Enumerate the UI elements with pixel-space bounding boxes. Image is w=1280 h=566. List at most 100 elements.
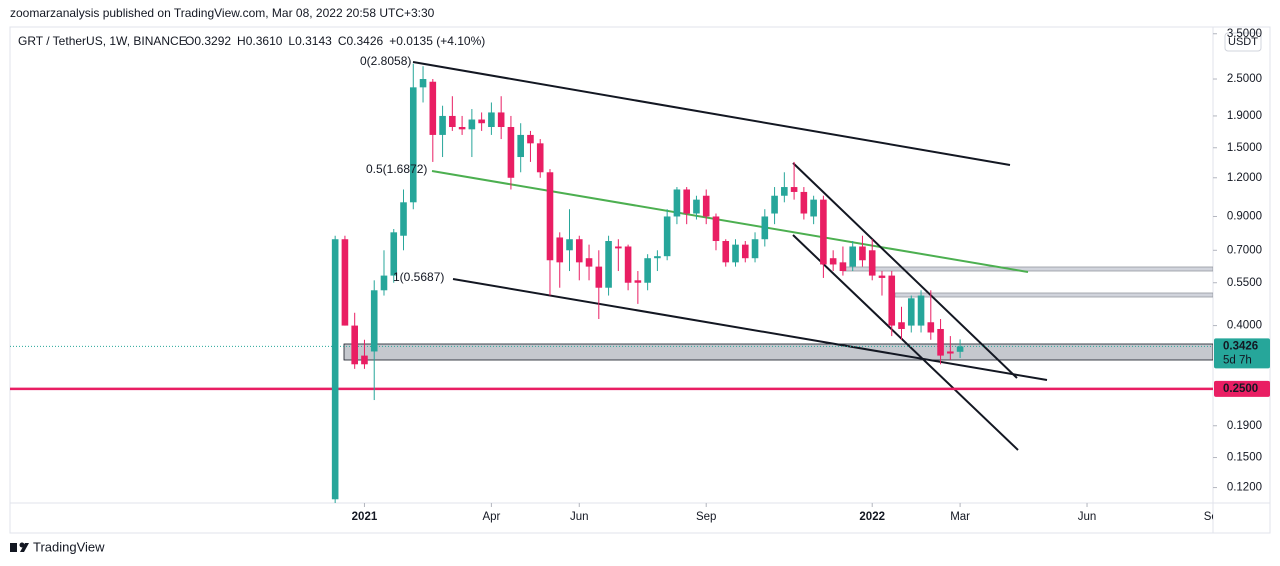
candle-body [361,355,368,365]
candle-body [790,187,798,192]
level-badge [1214,380,1270,397]
countdown: 5d 7h [1223,354,1252,366]
x-tick-label: Sep [1204,511,1224,523]
candle-body [575,239,583,263]
candle-body [390,232,398,276]
candle-body [683,189,690,214]
candle-body [380,275,388,291]
ohlc-value: O0.3292 [185,34,231,48]
y-tick-label: 1.2000 [1227,172,1262,184]
candle-body [497,112,505,128]
candle-body [409,87,417,203]
candle-body [917,295,925,326]
candle-body [927,322,935,333]
candle-body [947,351,954,354]
candle-body [546,172,554,261]
y-tick-label: 1.5000 [1227,142,1262,154]
candle-body [615,246,622,249]
trend-line [412,61,1011,166]
trend-line [452,278,1048,381]
last-price-badge [1214,338,1270,369]
candle-body [370,290,378,352]
x-tick-label: Apr [482,511,500,523]
candle-body [781,187,788,196]
x-tick-label: Jun [570,511,589,523]
ohlc-value: +0.0135 (+4.10%) [389,34,485,48]
candle-body [878,275,886,278]
candle-body [839,262,847,272]
fib-label: 0.5(1.6872) [366,162,427,176]
candle-body [439,115,446,135]
currency-badge [1224,32,1262,52]
candle-body [907,298,915,326]
candle-body [751,239,759,259]
candle-body [468,119,476,130]
y-tick-label: 0.5500 [1227,277,1262,289]
candle-body [556,237,564,263]
candle-body [956,346,964,352]
time-axis: 2021 Apr Jun Sep 2022 Mar Jun Sep [352,503,1224,523]
candle-body [351,325,358,365]
trend-line [792,234,1019,451]
candle-body [829,258,837,265]
logo [20,543,29,552]
candle-body [771,195,778,214]
x-tick-label: Jun [1078,511,1097,523]
fib-label: 0(2.8058) [360,54,411,68]
candle-body [888,275,896,326]
zone-box [842,266,1213,272]
symbol: GRT / TetherUS, 1W, BINANCE [18,34,187,48]
x-tick-label: 2021 [352,511,378,523]
candle-body [712,216,720,242]
candle-body [859,246,866,261]
candle-body [937,328,944,356]
candle-body [341,239,349,326]
ohlc-value: L0.3143 [288,34,332,48]
last-price-label: 0.3426 [1223,340,1258,352]
candle-body [527,134,534,144]
candle-body [693,199,700,214]
candle-body [810,199,817,217]
zone-box [894,292,1213,298]
candle-body [732,244,739,263]
candle-body [722,241,730,263]
candle-body [868,250,876,276]
zone-box [343,343,1213,361]
candle-body [595,266,603,288]
y-tick-label: 0.1200 [1227,482,1262,494]
candle-body [741,244,749,259]
x-tick-label: 2022 [859,511,885,523]
candle-body [663,216,671,257]
footer: TradingView [10,539,105,554]
candle-body [400,202,407,236]
y-tick-label: 0.9000 [1227,211,1262,223]
candle-body [566,239,573,251]
candle-body [673,189,681,217]
candle-body [800,191,808,214]
byline: zoomarzanalysis published on TradingView… [10,6,435,20]
candle-body [654,256,661,259]
x-tick-label: Mar [950,511,970,523]
y-tick-label: 0.1900 [1227,420,1262,432]
fib-label: 1(0.5687) [393,270,444,284]
currency: USDT [1228,36,1258,48]
candle-body [702,195,710,217]
plot: 0(2.8058) 0.5(1.6872) 1(0.5687) [10,54,1213,503]
candle-body [419,79,427,88]
frame [9,26,1271,534]
candle-body [331,239,339,500]
y-tick-label: 1.9000 [1227,110,1262,122]
candle-body [449,115,456,128]
y-tick-label: 3.5000 [1227,28,1262,40]
logo [10,543,17,552]
candle-body [478,119,485,124]
candle-body [585,258,593,267]
y-tick-label: 2.5000 [1227,73,1262,85]
candle-body [488,112,495,128]
candle-body [644,258,651,283]
candle-body [849,246,856,267]
candle-body [507,127,515,178]
y-tick-label: 0.4000 [1227,320,1262,332]
trend-line [792,162,1018,379]
